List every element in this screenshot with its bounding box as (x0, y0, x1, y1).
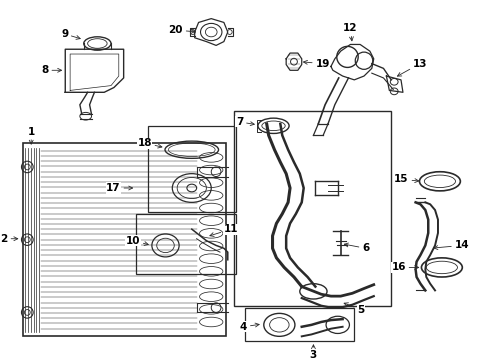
Text: 4: 4 (240, 322, 259, 332)
Bar (23, 143, 225, 336)
Text: 13: 13 (397, 59, 427, 76)
Text: 1: 1 (27, 127, 35, 144)
Text: 16: 16 (390, 262, 418, 273)
Text: 10: 10 (125, 236, 148, 246)
Text: 12: 12 (343, 23, 357, 41)
Text: 2: 2 (0, 234, 18, 244)
Bar (233, 112, 390, 306)
Polygon shape (386, 76, 402, 92)
Bar (148, 126, 235, 212)
Bar (136, 214, 235, 274)
Polygon shape (330, 44, 373, 80)
Text: 8: 8 (41, 65, 61, 75)
Text: 17: 17 (106, 183, 132, 193)
Text: 11: 11 (209, 224, 238, 237)
Bar (245, 308, 354, 341)
Text: 15: 15 (393, 174, 418, 184)
Text: 6: 6 (344, 243, 368, 253)
Text: 18: 18 (137, 138, 162, 148)
Polygon shape (285, 53, 301, 70)
Text: 14: 14 (433, 240, 468, 251)
Text: 7: 7 (236, 117, 254, 127)
Text: 20: 20 (168, 25, 195, 35)
Text: 9: 9 (61, 29, 80, 39)
Text: 3: 3 (309, 345, 316, 360)
Text: 19: 19 (303, 59, 329, 69)
Text: 5: 5 (344, 303, 364, 315)
